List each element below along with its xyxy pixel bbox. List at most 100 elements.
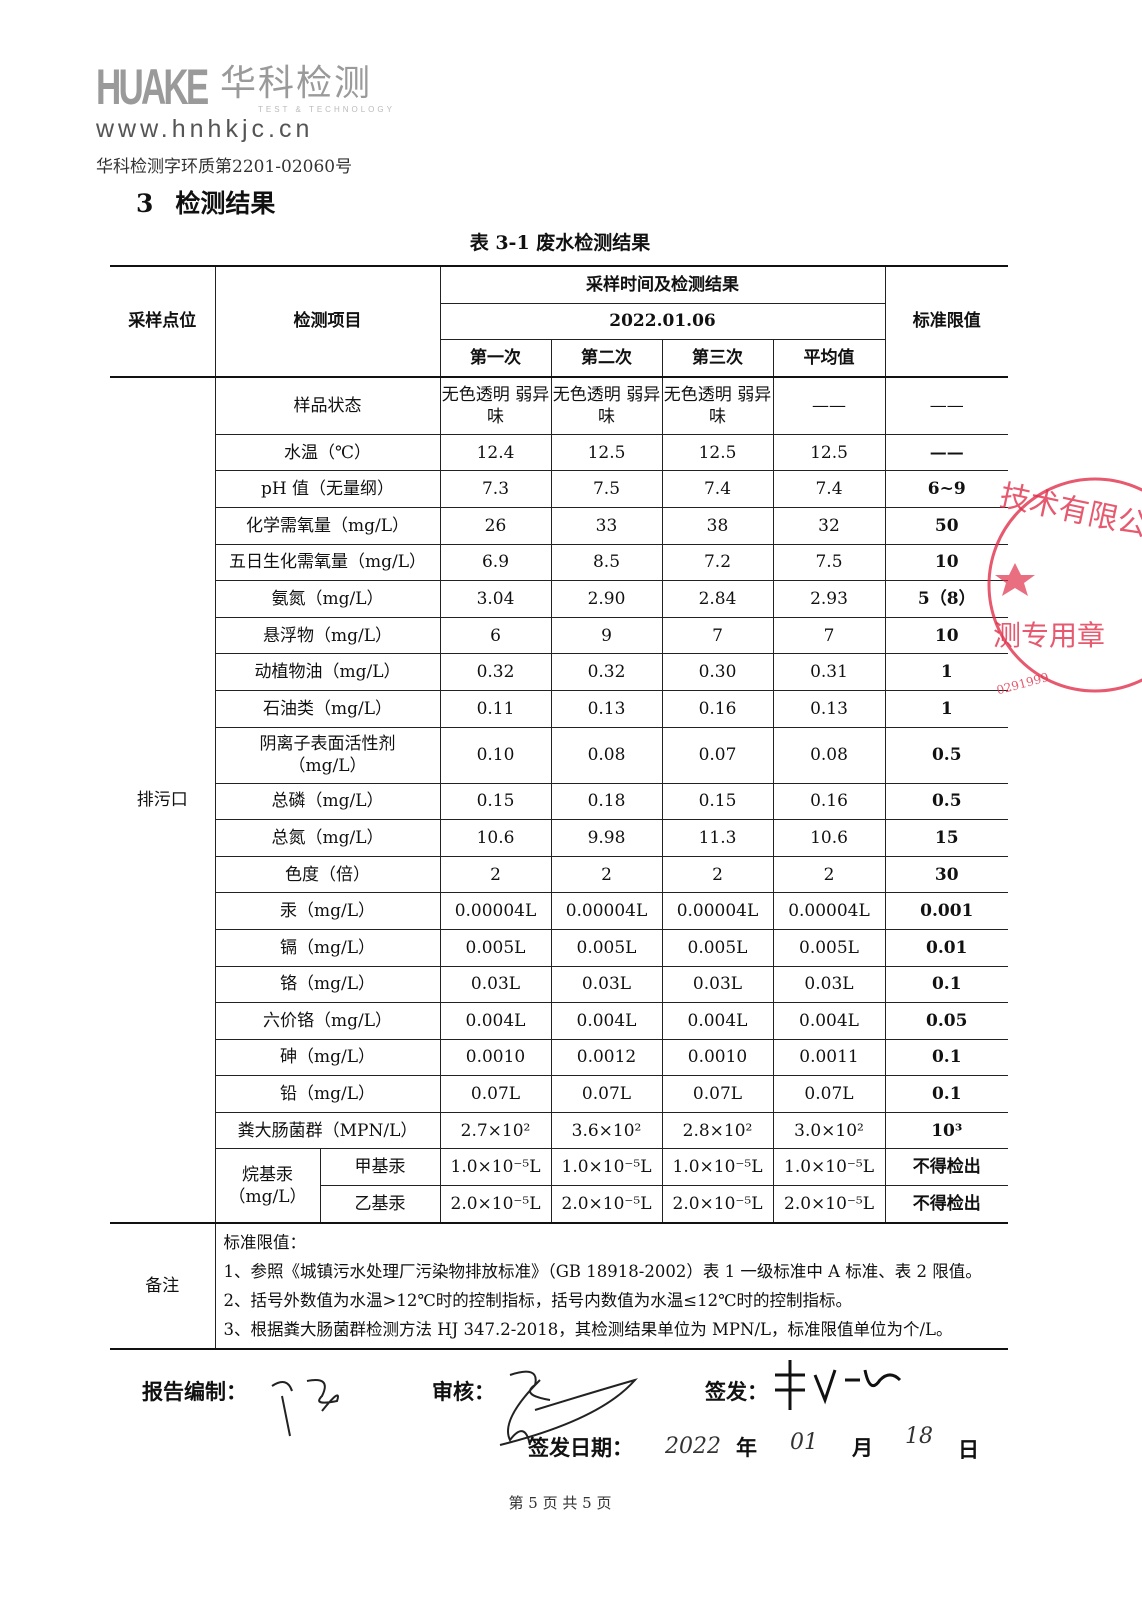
value-cell: 0.005L (661, 928, 774, 967)
value-cell: 7 (661, 616, 774, 655)
standard-cell: 0.5 (884, 726, 1008, 784)
notes-row: 备注 标准限值： 1、参照《城镇污水处理厂污染物排放标准》（GB 18918-20… (110, 1221, 1008, 1350)
item-name: 甲基汞 (319, 1148, 441, 1187)
value-cell: 2.0×10⁻⁵L (550, 1185, 663, 1224)
table-row: 粪大肠菌群（MPN/L） 2.7×10² 3.6×10² 2.8×10² 3.0×10²… (110, 1111, 1008, 1150)
value-cell: 0.15 (661, 782, 774, 821)
value-cell: 0.03L (772, 965, 886, 1004)
value-cell: 1.0×10⁻⁵L (661, 1148, 774, 1187)
value-cell: 0.005L (550, 928, 663, 967)
item-name: 总氮（mg/L） (214, 819, 441, 857)
table-row: 阴离子表面活性剂 （mg/L） 0.10 0.08 0.07 0.08 0.5 (110, 726, 1008, 784)
header-average: 平均值 (772, 339, 886, 378)
item-name: 阴离子表面活性剂 （mg/L） (214, 726, 441, 784)
item-name: 五日生化需氧量（mg/L） (214, 543, 441, 582)
table-row: 汞（mg/L） 0.00004L 0.00004L 0.00004L 0.00004L 0… (110, 892, 1008, 930)
value-cell: 0.00004L (550, 892, 663, 930)
table-row: 石油类（mg/L） 0.11 0.13 0.16 0.13 1 (110, 689, 1008, 728)
standard-cell: 15 (884, 819, 1008, 857)
review-label: 审核： (432, 1379, 495, 1404)
standard-cell: 0.1 (884, 1075, 1008, 1113)
value-cell: 2.84 (661, 580, 774, 618)
item-name: 总磷（mg/L） (214, 782, 441, 821)
value-cell: 1.0×10⁻⁵L (772, 1148, 886, 1187)
value-cell: 0.004L (439, 1002, 552, 1040)
item-name: 氨氮（mg/L） (214, 580, 441, 618)
header-row: 第一次 第二次 第三次 平均值 (110, 339, 1008, 378)
item-name: 汞（mg/L） (214, 892, 441, 930)
note-line: 2、括号外数值为水温>12℃时的控制指标，括号内数值为水温≤12℃时的控制指标。 (223, 1290, 853, 1310)
table-row: 铅（mg/L） 0.07L 0.07L 0.07L 0.07L 0.1 (110, 1075, 1008, 1113)
value-cell: 0.11 (439, 689, 552, 728)
standard-cell: 50 (884, 506, 1008, 545)
value-cell: 7.3 (439, 470, 552, 508)
item-name: 水温（℃） (214, 433, 441, 472)
table-row: 铬（mg/L） 0.03L 0.03L 0.03L 0.03L 0.1 (110, 965, 1008, 1004)
day-unit: 日 (958, 1437, 979, 1462)
value-cell: 0.32 (439, 653, 552, 691)
table-row: 总氮（mg/L） 10.6 9.98 11.3 10.6 15 (110, 819, 1008, 857)
value-cell: 7.4 (661, 470, 774, 508)
company-logo: HUAKE (96, 59, 209, 115)
table-row: 排污口 样品状态 无色透明 弱异味 无色透明 弱异味 无色透明 弱异味 —— —— (110, 375, 1008, 1224)
header-row: 采样点位 检测项目 采样时间及检测结果 标准限值 (110, 264, 1008, 378)
value-cell: 3.04 (439, 580, 552, 618)
item-name: 石油类（mg/L） (214, 689, 441, 728)
section-number: 3 (136, 189, 154, 218)
table-row: 化学需氧量（mg/L） 26 33 38 32 50 (110, 506, 1008, 545)
standard-cell: 0.01 (884, 928, 1008, 967)
issue-year: 2022 (665, 1434, 721, 1459)
value-cell: 0.03L (661, 965, 774, 1004)
item-name: 六价铬（mg/L） (214, 1002, 441, 1040)
prepared-by-label: 报告编制： (142, 1379, 247, 1404)
header-group: 采样时间及检测结果 (439, 264, 886, 304)
standard-cell: —— (884, 433, 1008, 472)
table-row: 烷基汞 （mg/L） 甲基汞 1.0×10⁻⁵L 1.0×10⁻⁵L 1.0×10⁻⁵L… (110, 1148, 1008, 1224)
standard-cell: 10 (884, 616, 1008, 655)
value-cell: 2 (550, 855, 663, 894)
table-row: 乙基汞 2.0×10⁻⁵L 2.0×10⁻⁵L 2.0×10⁻⁵L 2.0×10⁻⁵L 不… (110, 1185, 1008, 1224)
company-url: www.hnhkjc.cn (96, 115, 314, 143)
table-row: 五日生化需氧量（mg/L） 6.9 8.5 7.2 7.5 10 (110, 543, 1008, 582)
issue-day: 18 (905, 1424, 933, 1449)
section-heading: 3 检测结果 (136, 184, 297, 220)
value-cell: 2.0×10⁻⁵L (439, 1185, 552, 1224)
seal-star-icon (995, 563, 1035, 596)
results-table: 采样点位 检测项目 采样时间及检测结果 标准限值 2022.01.06 第一次 … (110, 264, 1008, 1350)
value-cell: 0.0011 (772, 1038, 886, 1077)
item-name: 镉（mg/L） (214, 928, 441, 967)
header-item: 检测项目 (214, 265, 441, 378)
company-logo-sub: TEST & TECHNOLOGY (258, 105, 395, 114)
value-cell: 10.6 (439, 819, 552, 857)
value-cell: 0.13 (550, 689, 663, 728)
table-row: 氨氮（mg/L） 3.04 2.90 2.84 2.93 5（8） (110, 580, 1008, 618)
issue-date-label: 签发日期： (528, 1435, 633, 1460)
issue-signature (775, 1360, 902, 1410)
value-cell: 0.00004L (439, 892, 552, 930)
value-cell: 9.98 (550, 819, 663, 857)
item-name: 色度（倍） (214, 855, 441, 894)
value-cell: 无色透明 弱异味 (550, 375, 663, 435)
value-cell: 3.0×10² (772, 1111, 886, 1150)
standard-cell: 10³ (884, 1111, 1008, 1150)
value-cell: 0.0012 (550, 1038, 663, 1077)
value-cell: 12.5 (772, 433, 886, 472)
value-cell: 0.004L (661, 1002, 774, 1040)
value-cell: 26 (439, 506, 552, 545)
value-cell: 0.31 (772, 653, 886, 691)
value-cell: 0.30 (661, 653, 774, 691)
note-line: 1、参照《城镇污水处理厂污染物排放标准》（GB 18918-2002）表 1 一… (223, 1261, 982, 1281)
table-row: 镉（mg/L） 0.005L 0.005L 0.005L 0.005L 0.01 (110, 928, 1008, 967)
standard-cell: 不得检出 (884, 1148, 1008, 1187)
item-name: 样品状态 (214, 375, 441, 435)
header-run-2: 第二次 (550, 339, 663, 378)
header-row: 2022.01.06 (110, 302, 1008, 341)
standard-cell: 1 (884, 653, 1008, 691)
value-cell: 6 (439, 616, 552, 655)
header-run-3: 第三次 (661, 339, 774, 378)
value-cell: 2.93 (772, 580, 886, 618)
item-name: 乙基汞 (319, 1185, 441, 1224)
value-cell: 0.004L (550, 1002, 663, 1040)
value-cell: 2.0×10⁻⁵L (772, 1185, 886, 1224)
value-cell: 6.9 (439, 543, 552, 582)
